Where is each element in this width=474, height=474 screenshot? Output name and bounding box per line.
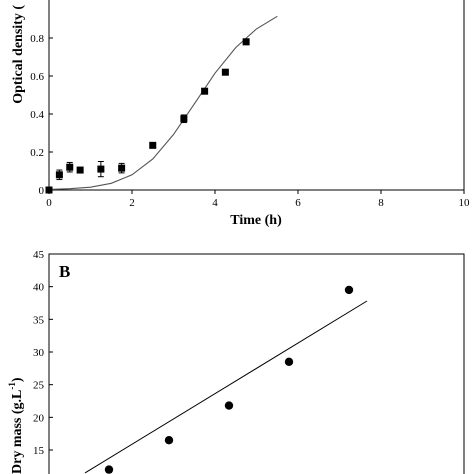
panel-b-y-ticks: 45 40 35 30 25 20 15: [33, 249, 53, 457]
panel-a-chart: 0 0.2 0.4 0.6 0.8 0 2 4 6 8 10 Time (h) Optical d…: [11, 0, 470, 228]
panel-b-point: [224, 401, 234, 410]
panel-b-point: [164, 436, 174, 445]
panel-a-fit-curve: [48, 15, 278, 190]
panel-a-point: [242, 38, 250, 46]
panel-a-x-tick-label: 8: [378, 197, 384, 209]
panel-b-fit-line: [84, 300, 368, 474]
panel-a-x-tick-label: 6: [295, 197, 301, 209]
panel-a-y-tick-label: 0.8: [30, 33, 44, 45]
panel-b-y-tick-label: 30: [33, 347, 45, 359]
panel-b-y-axis-title-end: ): [10, 377, 25, 382]
panel-b-point: [104, 465, 114, 474]
panel-a-x-tick-label: 10: [459, 197, 471, 209]
panel-a-frame: [48, 0, 465, 191]
panel-a-point: [180, 115, 188, 123]
panel-a-x-tick-label: 0: [46, 197, 52, 209]
panel-a-y-axis-title: Optical density (: [11, 5, 26, 104]
panel-a-data-points: [45, 38, 250, 194]
panel-b-y-axis-title-main: Dry mass (g.L: [10, 390, 25, 474]
panel-a-x-ticks: 0 2 4 6 8 10: [46, 190, 470, 209]
panel-b-label: B: [59, 262, 70, 281]
panel-a-point: [97, 165, 105, 173]
panel-a-point: [66, 163, 74, 171]
panel-a-point: [118, 164, 126, 172]
panel-a-y-ticks: 0 0.2 0.4 0.6 0.8: [30, 33, 53, 197]
panel-b-chart: 45 40 35 30 25 20 15 B Dry mass (g.L-1): [7, 249, 465, 474]
panel-b-frame: [48, 253, 465, 474]
panel-b-y-axis-title-sup: -1: [7, 382, 17, 390]
panel-b-y-tick-label: 15: [33, 445, 45, 457]
panel-a-y-tick-label: 0: [39, 185, 45, 197]
panel-b-y-tick-label: 40: [33, 282, 45, 294]
panel-b-y-tick-label: 20: [33, 412, 45, 424]
panel-b-point: [284, 357, 294, 366]
panel-b-y-axis-title: Dry mass (g.L-1): [7, 377, 25, 474]
panel-b-y-tick-label: 45: [33, 249, 45, 261]
panel-a-point: [149, 141, 157, 149]
panel-a-y-tick-label: 0.6: [30, 71, 44, 83]
panel-b-y-tick-label: 25: [33, 380, 45, 392]
panel-a-x-tick-label: 4: [212, 197, 218, 209]
panel-a-point: [55, 171, 63, 179]
panel-b-y-tick-label: 35: [33, 314, 45, 326]
panel-a-x-axis-title: Time (h): [230, 213, 282, 228]
panel-a-point: [45, 186, 53, 194]
panel-a-point: [221, 68, 229, 76]
panel-b-data-points: [104, 285, 354, 474]
panel-b-point: [344, 285, 354, 295]
panel-a-x-tick-label: 2: [129, 197, 135, 209]
panel-a-point: [201, 87, 209, 95]
panel-a-y-tick-label: 0.2: [30, 147, 44, 159]
panel-a-y-tick-label: 0.4: [30, 109, 44, 121]
panel-a-point: [76, 166, 84, 174]
